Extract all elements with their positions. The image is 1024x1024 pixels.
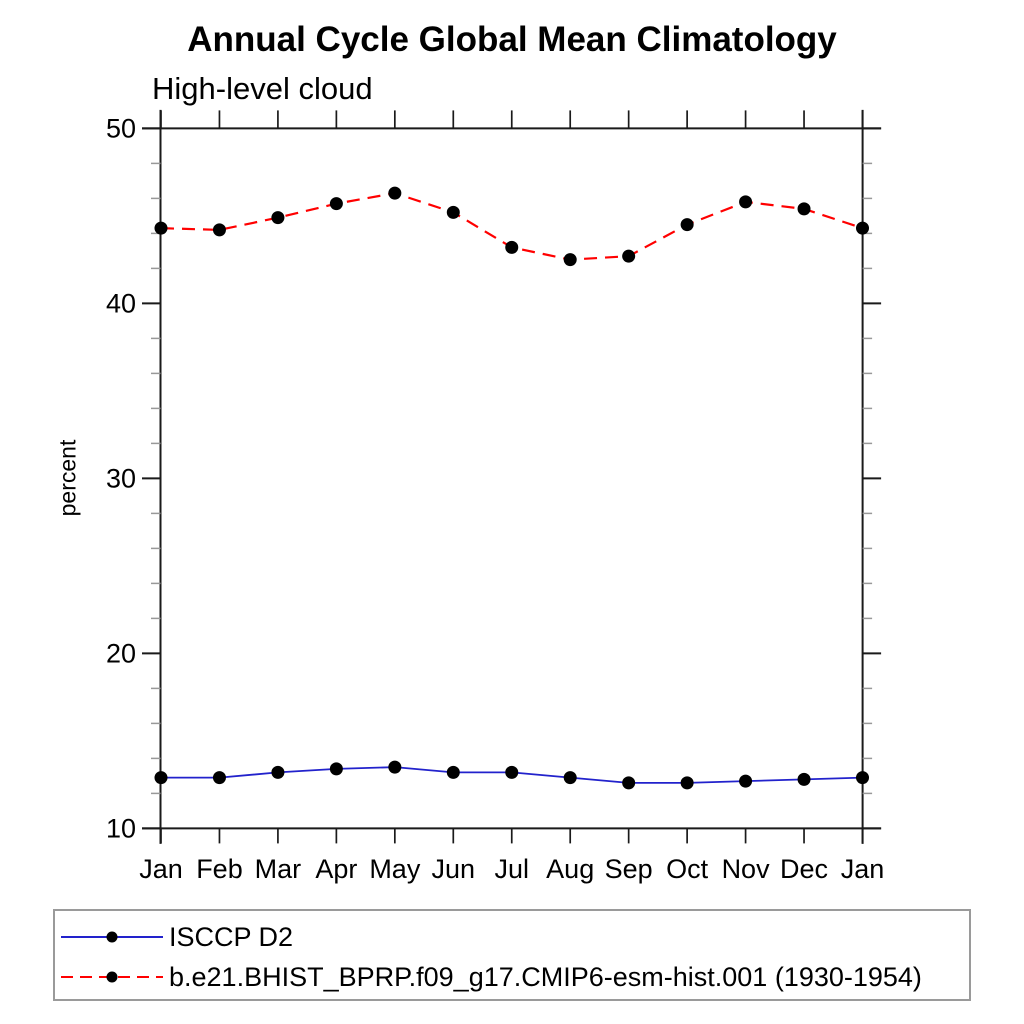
y-tick-label: 20 — [106, 638, 136, 668]
data-point-marker — [622, 249, 636, 263]
y-tick-label: 30 — [106, 463, 136, 493]
data-point-marker — [154, 771, 168, 785]
data-point-marker — [622, 776, 636, 790]
data-point-marker — [446, 765, 460, 779]
y-tick-label: 40 — [106, 288, 136, 318]
x-tick-label: Apr — [315, 854, 357, 884]
data-point-marker — [563, 253, 577, 267]
x-tick-label: Jan — [139, 854, 183, 884]
data-point-marker — [739, 195, 753, 209]
x-tick-label: Mar — [255, 854, 302, 884]
x-tick-label: Aug — [546, 854, 594, 884]
y-tick-label: 10 — [106, 813, 136, 843]
data-point-marker — [797, 772, 811, 786]
legend-item-isccp: ISCCP D2 — [59, 921, 294, 952]
chart-title: Annual Cycle Global Mean Climatology — [187, 20, 837, 59]
data-point-marker — [329, 762, 343, 776]
legend-marker-dot — [106, 931, 118, 943]
x-tick-label: Jul — [494, 854, 529, 884]
data-point-marker — [329, 197, 343, 211]
data-point-marker — [388, 186, 402, 200]
legend-line-sample-dashed — [61, 971, 163, 983]
data-point-marker — [212, 771, 226, 785]
legend-item-model: b.e21.BHIST_BPRP.f09_g17.CMIP6-esm-hist.… — [59, 961, 922, 992]
x-tick-label: Sep — [605, 854, 653, 884]
data-point-marker — [797, 202, 811, 216]
x-tick-label: Jan — [841, 854, 885, 884]
data-point-marker — [505, 240, 519, 254]
data-point-marker — [154, 221, 168, 235]
y-tick-label: 50 — [106, 113, 136, 143]
data-point-marker — [680, 218, 694, 232]
x-tick-label: Feb — [196, 854, 243, 884]
x-tick-label: May — [369, 854, 421, 884]
legend-line-sample-solid — [61, 931, 163, 943]
data-point-marker — [271, 211, 285, 225]
chart-subtitle: High-level cloud — [152, 71, 373, 106]
data-point-marker — [388, 760, 402, 774]
data-point-marker — [505, 765, 519, 779]
data-point-marker — [855, 771, 869, 785]
x-tick-label: Dec — [780, 854, 828, 884]
legend-label: b.e21.BHIST_BPRP.f09_g17.CMIP6-esm-hist.… — [169, 961, 922, 992]
legend-marker-dot — [106, 971, 118, 983]
legend-label: ISCCP D2 — [169, 921, 294, 952]
data-point-marker — [563, 771, 577, 785]
data-point-marker — [855, 221, 869, 235]
x-tick-label: Oct — [666, 854, 709, 884]
data-point-marker — [446, 205, 460, 219]
x-tick-label: Nov — [722, 854, 771, 884]
data-point-marker — [739, 774, 753, 788]
data-point-marker — [212, 223, 226, 237]
data-point-marker — [271, 765, 285, 779]
data-point-marker — [680, 776, 694, 790]
legend: ISCCP D2 b.e21.BHIST_BPRP.f09_g17.CMIP6-… — [53, 909, 971, 1001]
x-tick-label: Jun — [432, 854, 476, 884]
